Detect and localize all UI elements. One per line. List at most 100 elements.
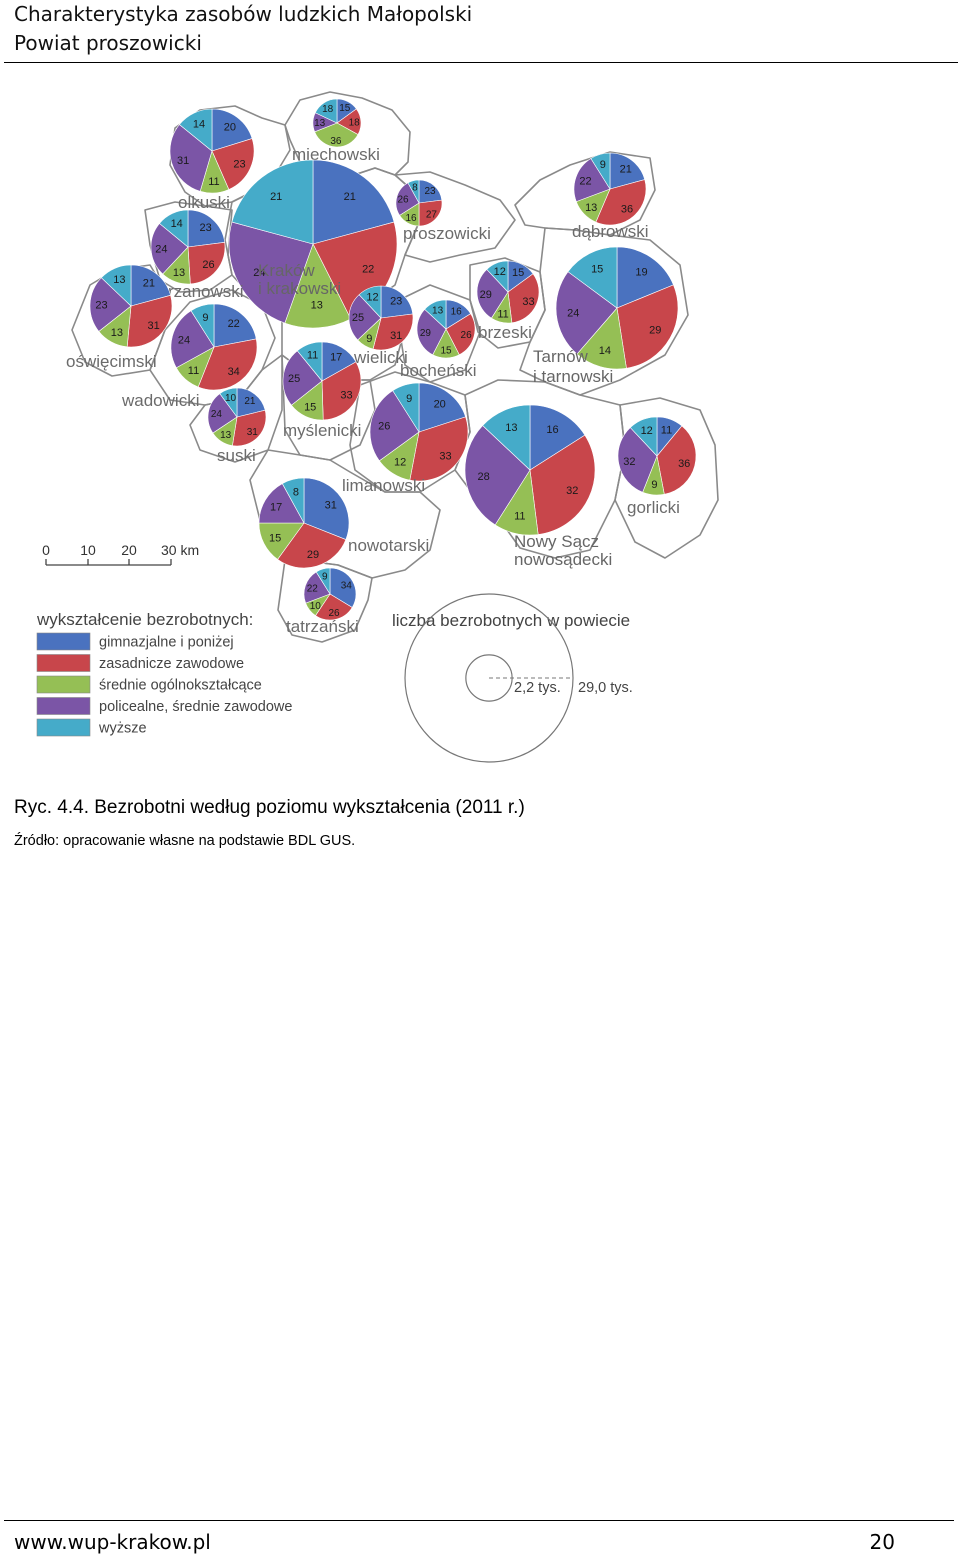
pie-value-label: 26 bbox=[461, 330, 473, 341]
pie-slice-wyzsze bbox=[315, 567, 331, 596]
pie-value-label: 27 bbox=[426, 210, 438, 221]
pie-value-label: 24 bbox=[211, 409, 223, 420]
pie-slice-policealne bbox=[348, 294, 382, 341]
pie-slice-gimnazjalne bbox=[312, 159, 395, 245]
pie-slice-policealne bbox=[573, 158, 611, 202]
pie-value-label: 9 bbox=[600, 159, 606, 171]
pie-value-label: 11 bbox=[514, 511, 525, 523]
pie-slice-policealne bbox=[395, 182, 420, 216]
pie-value-label: 19 bbox=[635, 267, 647, 279]
pie-value-label: 9 bbox=[406, 393, 412, 405]
pie-slice-wyzsze bbox=[486, 260, 509, 293]
pie-slice-policealne bbox=[464, 425, 531, 526]
pie-value-label: 12 bbox=[494, 266, 506, 278]
pie-value-label: 17 bbox=[330, 352, 342, 364]
pie-slice-wyzsze bbox=[159, 209, 189, 248]
pie-slice-zasadnicze bbox=[445, 313, 476, 356]
pie-nowotarski: 31 29 15 17 8 nowotarski bbox=[258, 477, 429, 569]
pie-slice-zasadnicze bbox=[232, 409, 267, 447]
pie-proszowicki: 23 27 16 268 proszowicki bbox=[395, 179, 491, 243]
district-border bbox=[519, 227, 689, 396]
pie-slice-zasadnicze bbox=[126, 294, 173, 348]
footer-url: www.wup-krakow.pl bbox=[14, 1530, 211, 1554]
pie-value-label: 29 bbox=[649, 325, 661, 337]
legend: wykształcenie bezrobotnych: gimnazjalne i… bbox=[36, 610, 292, 737]
pie-value-label: 13 bbox=[311, 299, 323, 311]
pie-value-label: 26 bbox=[397, 195, 409, 206]
pie-value-label: 13 bbox=[113, 274, 125, 286]
pie-slice-wyzsze bbox=[407, 179, 420, 204]
scale-bar-label: 30 km bbox=[161, 542, 199, 558]
pie-dąbrowski: 21 36 13 22 9 dąbrowski bbox=[572, 152, 649, 241]
pie-value-label: 23 bbox=[390, 296, 402, 308]
pie-value-label: 11 bbox=[661, 425, 672, 437]
pie-value-label: 31 bbox=[147, 320, 159, 332]
pie-slice-policealne bbox=[150, 222, 189, 275]
pie-value-label: 22 bbox=[362, 264, 374, 276]
pie-slice-zasadnicze bbox=[211, 138, 255, 190]
pie-value-label: 14 bbox=[171, 218, 183, 230]
pie-slice-wyzsze bbox=[296, 341, 323, 382]
footer-divider bbox=[4, 1520, 954, 1521]
pie-value-label: 12 bbox=[366, 292, 378, 304]
pie-value-label: 31 bbox=[247, 427, 259, 438]
pie-chrzanowski: 23 26 13 24 14 chrzanowski bbox=[150, 209, 244, 301]
pie-value-label: 26 bbox=[202, 259, 214, 271]
district-label: brzeski bbox=[478, 323, 532, 342]
pie-value-label: 23 bbox=[424, 186, 436, 197]
pie-slice-policealne bbox=[89, 277, 132, 332]
district-border bbox=[614, 397, 719, 559]
pie-value-label: 13 bbox=[220, 430, 232, 441]
pie-tatrzański: 34 26 10 229 tatrzański bbox=[286, 567, 359, 636]
pie-slice-srednie bbox=[314, 122, 359, 148]
pie-value-label: 13 bbox=[173, 267, 185, 279]
pie-value-label: 15 bbox=[339, 103, 351, 114]
legend-label-wyzsze: wyższe bbox=[98, 721, 147, 737]
district-label: suski bbox=[217, 446, 256, 465]
pie-slice-wyzsze bbox=[629, 416, 658, 457]
legend-label-zasadnicze: zasadnicze zawodowe bbox=[99, 656, 244, 672]
pie-slice-wyzsze bbox=[567, 246, 618, 309]
pie-slice-zasadnicze bbox=[321, 361, 362, 421]
legend-swatch-gimnazjalne bbox=[36, 632, 91, 651]
pie-slice-policealne bbox=[416, 308, 447, 356]
pie-slice-policealne bbox=[258, 483, 305, 524]
pie-value-label: 24 bbox=[567, 308, 579, 320]
pie-value-label: 29 bbox=[307, 549, 319, 561]
district-label: Kraków bbox=[258, 261, 315, 280]
district-label: Nowy Sącz bbox=[514, 532, 599, 551]
scale-bar-label: 0 bbox=[42, 542, 50, 558]
pie-value-label: 32 bbox=[566, 485, 578, 497]
pie-value-label: 24 bbox=[253, 267, 265, 279]
size-legend-title: liczba bezrobotnych w powiecie bbox=[392, 611, 630, 630]
pie-slice-wyzsze bbox=[358, 285, 382, 319]
pie-value-label: 23 bbox=[199, 222, 211, 234]
district-label: nowosądecki bbox=[514, 550, 612, 569]
pie-value-label: 33 bbox=[439, 450, 451, 462]
pie-value-label: 15 bbox=[512, 267, 524, 279]
pie-value-label: 34 bbox=[341, 580, 353, 591]
pie-value-label: 20 bbox=[434, 398, 446, 410]
pie-value-label: 25 bbox=[352, 312, 364, 324]
scale-bar-label: 20 bbox=[121, 542, 137, 558]
district-border bbox=[144, 201, 233, 293]
pie-value-label: 24 bbox=[155, 244, 167, 256]
pie-olkuski: 20 23 11 31 14 olkuski bbox=[169, 108, 255, 212]
pie-miechowski: 15 18 36 13 18 miechowski bbox=[292, 98, 380, 164]
district-label: myślenicki bbox=[283, 421, 361, 440]
pie-slice-policealne bbox=[228, 221, 314, 324]
pie-slice-wyzsze bbox=[190, 303, 215, 349]
pie-slice-gimnazjalne bbox=[418, 382, 466, 433]
legend-swatch-srednie bbox=[36, 675, 91, 694]
pie-gorlicki: 11 36 9 32 12 gorlicki bbox=[617, 416, 697, 517]
pie-value-label: 34 bbox=[228, 366, 240, 378]
pie-slice-gimnazjalne bbox=[529, 404, 586, 471]
legend-label-gimnazjalne: gimnazjalne i poniżej bbox=[99, 635, 234, 651]
pie-slice-zasadnicze bbox=[409, 416, 469, 482]
district-border bbox=[394, 284, 481, 383]
